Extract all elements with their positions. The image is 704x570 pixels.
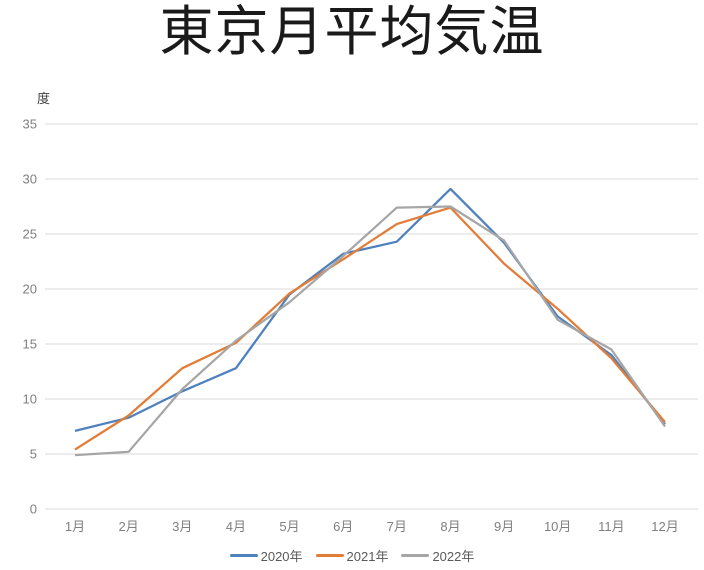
x-axis-label: 6月: [333, 519, 353, 534]
x-axis-label: 8月: [440, 519, 460, 534]
x-axis-label: 11月: [598, 519, 625, 534]
y-tick-label: 0: [30, 502, 37, 517]
chart-legend: 2020年 2021年 2022年: [0, 546, 704, 565]
x-axis-label: 3月: [172, 519, 192, 534]
y-tick-label: 20: [23, 282, 37, 297]
legend-label: 2020年: [260, 549, 303, 564]
y-tick-label: 25: [23, 227, 37, 242]
legend-line-swatch: [401, 554, 430, 557]
y-tick-label: 5: [30, 447, 37, 462]
x-axis-label: 5月: [279, 519, 299, 534]
series-line-2022: [74, 205, 666, 457]
y-tick-label: 10: [23, 392, 37, 407]
legend-label: 2022年: [432, 549, 475, 564]
x-axis-label: 4月: [226, 519, 246, 534]
x-axis-label: 9月: [494, 519, 514, 534]
x-axis-label: 7月: [387, 519, 407, 534]
legend-line-swatch: [229, 554, 258, 557]
legend-line-swatch: [315, 554, 344, 557]
y-axis-unit-label: 度: [37, 91, 51, 106]
x-axis-label: 12月: [651, 519, 678, 534]
series-line-2020: [74, 187, 666, 432]
x-axis-label: 10月: [544, 519, 571, 534]
legend-item-2021: 2021年: [315, 546, 389, 565]
y-tick-label: 35: [23, 117, 37, 132]
y-tick-label: 30: [23, 172, 37, 187]
series-line-2021: [74, 206, 666, 451]
x-axis-label: 1月: [65, 519, 85, 534]
x-axis-label: 2月: [118, 519, 138, 534]
y-tick-label: 15: [23, 337, 37, 352]
legend-item-2022: 2022年: [401, 546, 474, 565]
chart-title: 東京月平均気温: [159, 2, 545, 62]
legend-item-2020: 2020年: [229, 546, 303, 565]
legend-label: 2021年: [346, 549, 389, 564]
